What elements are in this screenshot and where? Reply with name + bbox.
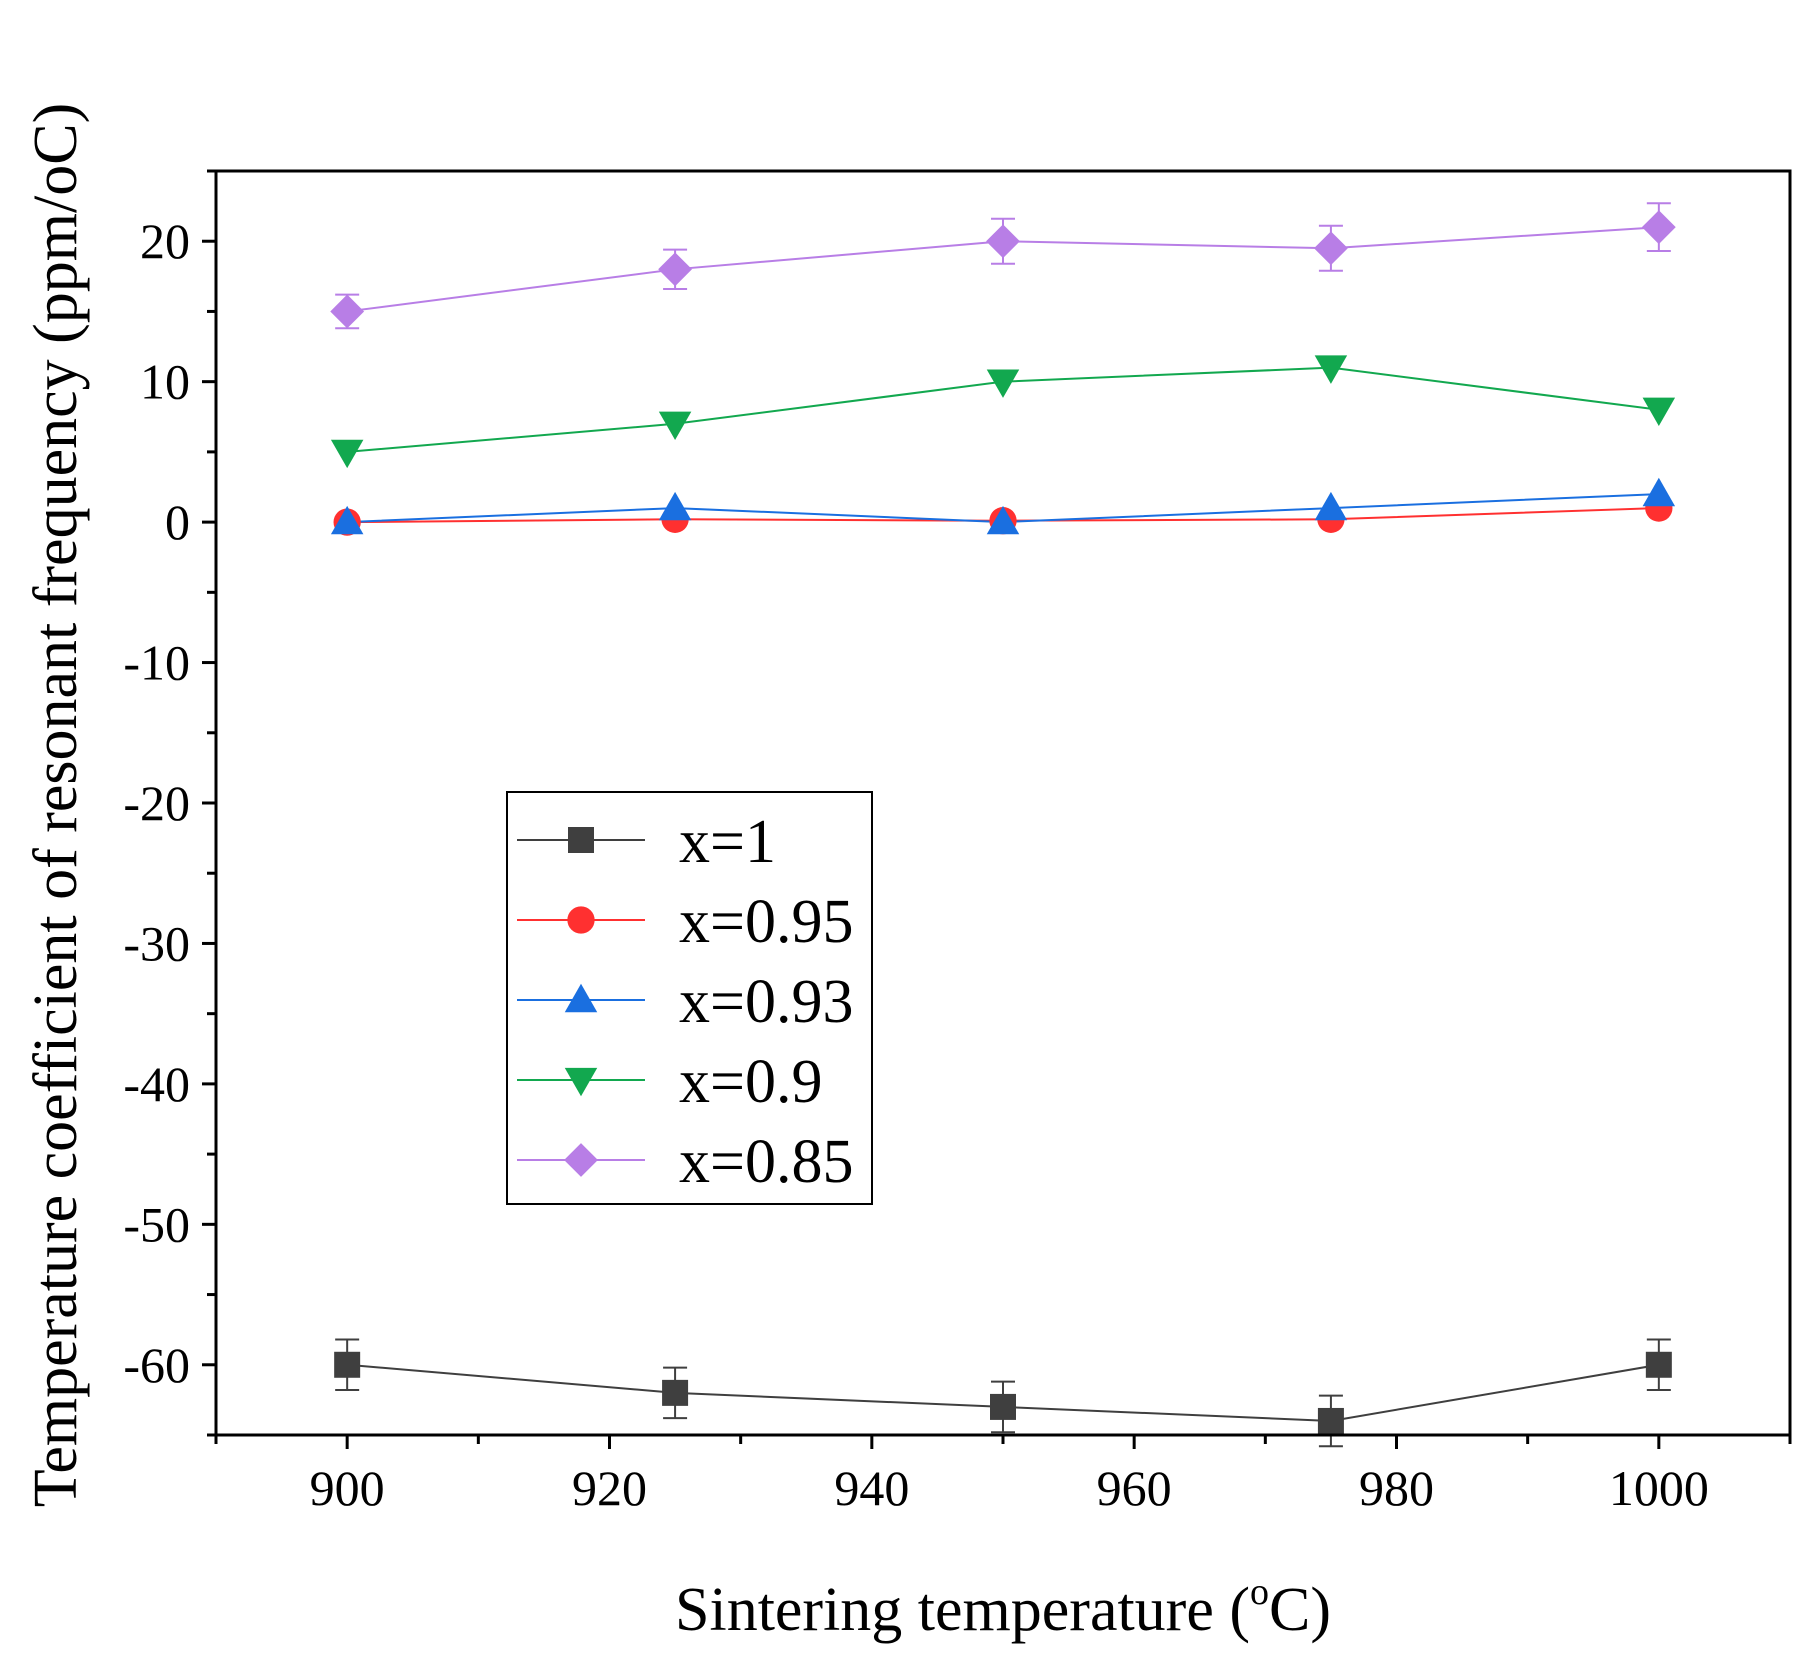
y-tick-label: -50 <box>123 1196 190 1252</box>
data-point-3-0 <box>330 439 364 469</box>
legend-entry-1: x=0.95 <box>517 888 853 956</box>
legend-entry-0: x=1 <box>517 808 776 876</box>
legend: x=1 x=0.95 x=0.93 x=0.9 x=0.85 <box>506 791 873 1205</box>
data-point-4-4 <box>1641 210 1676 245</box>
ticks: 900 920 940 960 980 1000 20 10 0 -10 -20 -30 -40 -50 -… <box>123 169 1792 1516</box>
legend-marker <box>564 1067 598 1097</box>
data-point-3-2 <box>986 369 1020 398</box>
legend-label: x=0.85 <box>679 1128 853 1196</box>
data-point-0-2 <box>990 1393 1016 1420</box>
data-point-2-3 <box>1314 491 1348 521</box>
x-axis-title-main: Sintering temperature ( <box>675 1576 1250 1644</box>
y-tick-label: 20 <box>140 213 190 269</box>
data-point-0-1 <box>662 1379 689 1406</box>
data-point-4-2 <box>986 224 1020 259</box>
x-tick-label: 940 <box>834 1460 909 1516</box>
data-point-2-4 <box>1642 477 1676 507</box>
x-tick-label: 980 <box>1359 1460 1434 1516</box>
x-tick-label: 1000 <box>1609 1460 1709 1516</box>
data-point-3-4 <box>1642 397 1676 427</box>
data-point-4-1 <box>658 252 692 287</box>
y-tick-label: -20 <box>123 775 190 831</box>
data-point-4-3 <box>1314 231 1348 266</box>
legend-entry-2: x=0.93 <box>517 968 853 1036</box>
legend-marker <box>567 906 595 934</box>
x-tick-label: 920 <box>572 1460 647 1516</box>
legend-label: x=1 <box>679 808 776 876</box>
x-axis-title-degree: o <box>1250 1571 1269 1613</box>
data-point-2-0 <box>330 505 364 535</box>
legend-entry-3: x=0.9 <box>517 1048 822 1116</box>
legend-label: x=0.9 <box>679 1048 822 1116</box>
legend-label: x=0.93 <box>679 968 853 1036</box>
legend-label: x=0.95 <box>679 888 853 956</box>
y-tick-label: -60 <box>123 1337 190 1393</box>
data-point-3-3 <box>1314 355 1348 384</box>
data-point-4-0 <box>330 294 365 329</box>
x-axis-title-unit: C) <box>1269 1576 1331 1644</box>
data-point-0-0 <box>334 1351 361 1378</box>
legend-marker <box>564 983 598 1013</box>
x-axis-title: Sintering temperature (oC) <box>675 1571 1331 1644</box>
y-tick-label: 0 <box>165 494 190 550</box>
y-tick-label: -40 <box>123 1056 190 1112</box>
legend-box <box>506 791 873 1205</box>
y-tick-label: 10 <box>140 354 190 410</box>
legend-entry-4: x=0.85 <box>517 1128 853 1196</box>
data-point-0-3 <box>1317 1407 1344 1434</box>
legend-marker <box>564 1143 598 1177</box>
y-tick-label: -10 <box>123 635 190 691</box>
data-point-2-1 <box>658 491 692 521</box>
data-point-3-1 <box>658 411 692 441</box>
y-axis-title: Temperature coefficient of resonant freq… <box>22 103 90 1507</box>
y-tick-label: -30 <box>123 915 190 971</box>
data-point-2-2 <box>986 505 1020 535</box>
legend-marker <box>568 827 594 853</box>
series-markers <box>330 210 1676 1434</box>
x-tick-label: 900 <box>310 1460 385 1516</box>
x-tick-label: 960 <box>1097 1460 1172 1516</box>
data-point-0-4 <box>1645 1351 1672 1378</box>
